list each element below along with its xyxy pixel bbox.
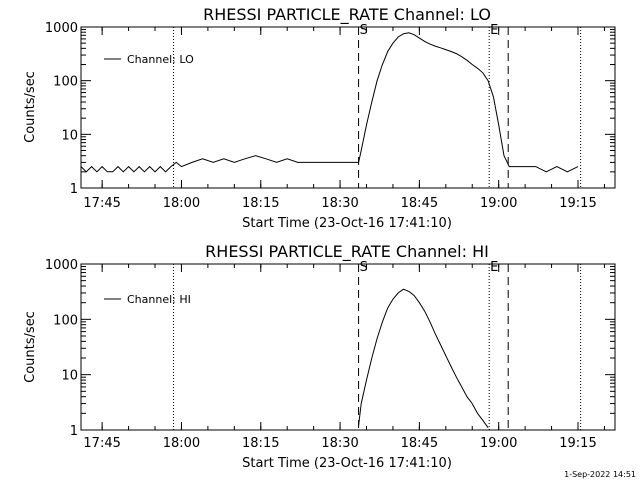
x-tick-label: 17:45 — [83, 436, 120, 451]
y-tick-label: 1 — [70, 182, 78, 197]
x-tick-label: 18:15 — [242, 196, 279, 211]
axis-ticks — [81, 26, 615, 189]
x-tick-label: 18:45 — [401, 436, 438, 451]
x-tick-label: 17:45 — [83, 196, 120, 211]
legend-label: Channel: HI — [127, 293, 191, 306]
plot-frame — [80, 263, 616, 431]
plot-frame — [80, 26, 616, 189]
y-axis-label: Counts/sec — [23, 311, 38, 383]
y-tick-labels: 1 10 100 1000 — [45, 21, 78, 197]
start-marker-label: S — [360, 23, 368, 38]
y-tick-label: 100 — [53, 75, 78, 90]
y-tick-label: 10 — [61, 369, 78, 384]
x-tick-label: 19:00 — [480, 436, 517, 451]
legend: Channel: HI — [104, 293, 191, 306]
series-line — [80, 32, 579, 173]
x-tick-label: 19:15 — [559, 196, 596, 211]
x-tick-label: 18:00 — [163, 436, 200, 451]
y-tick-label: 10 — [61, 128, 78, 143]
start-marker-label: S — [360, 260, 368, 275]
x-axis-label: Start Time (23-Oct-16 17:41:10) — [242, 216, 452, 231]
y-tick-label: 100 — [53, 313, 78, 328]
legend-label: Channel: LO — [127, 53, 194, 66]
y-tick-label: 1 — [70, 424, 78, 439]
x-tick-label: 18:45 — [401, 196, 438, 211]
y-tick-labels: 1 10 100 1000 — [45, 258, 78, 439]
timestamp: 1-Sep-2022 14:51 — [564, 470, 636, 479]
y-axis-label: Counts/sec — [23, 71, 38, 143]
x-tick-label: 18:30 — [321, 436, 358, 451]
end-marker-label: E — [490, 260, 498, 275]
axis-ticks — [81, 263, 615, 431]
chart-hi: RHESSI PARTICLE_RATE Channel: HI Start T… — [23, 242, 616, 471]
series-line — [358, 288, 489, 428]
chart-title: RHESSI PARTICLE_RATE Channel: HI — [205, 242, 489, 262]
chart-title: RHESSI PARTICLE_RATE Channel: LO — [203, 5, 491, 25]
x-axis-label: Start Time (23-Oct-16 17:41:10) — [242, 456, 452, 471]
x-tick-label: 18:15 — [242, 436, 279, 451]
chart-lo: RHESSI PARTICLE_RATE Channel: LO Start T… — [23, 5, 616, 231]
end-marker-label: E — [490, 23, 498, 38]
y-tick-label: 1000 — [45, 21, 78, 36]
x-tick-label: 19:00 — [480, 196, 517, 211]
x-tick-label: 19:15 — [559, 436, 596, 451]
x-tick-label: 18:00 — [163, 196, 200, 211]
series-path — [358, 288, 489, 428]
series-path — [80, 32, 579, 173]
y-tick-label: 1000 — [45, 258, 78, 273]
x-tick-label: 18:30 — [321, 196, 358, 211]
x-tick-labels: 17:45 18:00 18:15 18:30 18:45 19:00 19:15 — [83, 196, 596, 211]
legend: Channel: LO — [104, 53, 194, 66]
x-tick-labels: 17:45 18:00 18:15 18:30 18:45 19:00 19:15 — [83, 436, 596, 451]
